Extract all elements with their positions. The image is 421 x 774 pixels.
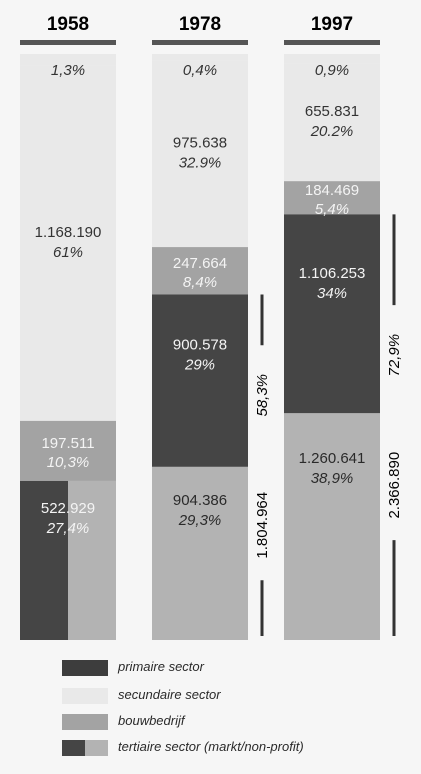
value-label-bouw: 184.469 bbox=[305, 182, 359, 199]
legend-swatch-primaire bbox=[62, 660, 108, 676]
year-label: 1997 bbox=[311, 14, 353, 35]
percent-label-markt: 34% bbox=[317, 285, 347, 302]
percent-label-primaire: 0,9% bbox=[315, 62, 349, 79]
percent-label-secundaire: 32.9% bbox=[179, 155, 222, 172]
legend-label: primaire sector bbox=[118, 659, 204, 674]
legend-swatch-secundaire bbox=[62, 688, 108, 704]
value-label-secundaire: 655.831 bbox=[305, 103, 359, 120]
percent-label-secundaire: 20.2% bbox=[310, 123, 354, 140]
percent-label-markt: 29% bbox=[184, 357, 215, 374]
year-header-bar bbox=[284, 40, 380, 45]
percent-label-secundaire: 61% bbox=[53, 244, 83, 261]
value-label-markt: 1.106.253 bbox=[299, 265, 366, 282]
legend-label: secundaire sector bbox=[118, 687, 221, 702]
bracket-value-label: 2.366.890 bbox=[386, 452, 403, 519]
percent-label-primaire: 0,4% bbox=[183, 62, 217, 79]
bar-primaire bbox=[152, 54, 248, 61]
legend-swatch-tertiair bbox=[62, 740, 108, 756]
value-label-nonprofit: 1.260.641 bbox=[299, 450, 366, 467]
percent-label-nonprofit: 38,9% bbox=[311, 470, 354, 487]
bar-primaire bbox=[20, 54, 116, 66]
percent-label-primaire: 1,3% bbox=[51, 62, 85, 79]
bracket-percent-label: 58,3% bbox=[254, 374, 271, 417]
bar-bouw bbox=[20, 420, 116, 481]
bar-tertiair-markt bbox=[284, 214, 380, 414]
bracket-value-label: 1.804.964 bbox=[254, 492, 271, 559]
value-label-tertiair: 522.929 bbox=[41, 500, 95, 517]
bar-tertiair-nonprofit bbox=[284, 413, 380, 640]
percent-label-bouw: 5,4% bbox=[315, 201, 349, 218]
legend-swatch-nonprofit bbox=[85, 740, 108, 756]
bar-bouw bbox=[152, 247, 248, 295]
value-label-bouw: 197.511 bbox=[41, 435, 94, 452]
bar-tertiair-nonprofit bbox=[68, 480, 116, 640]
legend-swatch-bouw bbox=[62, 714, 108, 730]
bar-primaire bbox=[284, 54, 380, 64]
bar-secundaire bbox=[284, 63, 380, 182]
value-label-markt: 900.578 bbox=[173, 337, 227, 354]
legend-swatch-markt bbox=[62, 740, 85, 756]
legend-label: tertiaire sector (markt/non-profit) bbox=[118, 739, 304, 754]
value-label-bouw: 247.664 bbox=[173, 255, 227, 272]
bar-tertiair-markt bbox=[20, 480, 68, 640]
year-label: 1958 bbox=[47, 14, 89, 35]
year-header-bar bbox=[20, 40, 116, 45]
bar-secundaire bbox=[152, 60, 248, 248]
legend-label: bouwbedrijf bbox=[118, 713, 185, 728]
value-label-secundaire: 1.168.190 bbox=[35, 224, 102, 241]
bar-secundaire bbox=[20, 65, 116, 421]
value-label-secundaire: 975.638 bbox=[173, 135, 227, 152]
percent-label-bouw: 10,3% bbox=[47, 454, 90, 471]
bar-tertiair-markt bbox=[152, 294, 248, 467]
value-label-nonprofit: 904.386 bbox=[173, 492, 227, 509]
year-label: 1978 bbox=[179, 14, 221, 35]
bracket-percent-label: 72,9% bbox=[386, 334, 403, 377]
percent-label-bouw: 8,4% bbox=[183, 274, 217, 291]
chart: 1958 522.929 27,4% 1,3% 1.168.190 61% 197.511 1… bbox=[20, 14, 403, 640]
year-header-bar bbox=[152, 40, 248, 45]
percent-label-tertiair: 27,4% bbox=[46, 520, 90, 537]
bar-bouw bbox=[284, 181, 380, 215]
percent-label-nonprofit: 29,3% bbox=[178, 512, 222, 529]
bar-tertiair-nonprofit bbox=[152, 466, 248, 640]
